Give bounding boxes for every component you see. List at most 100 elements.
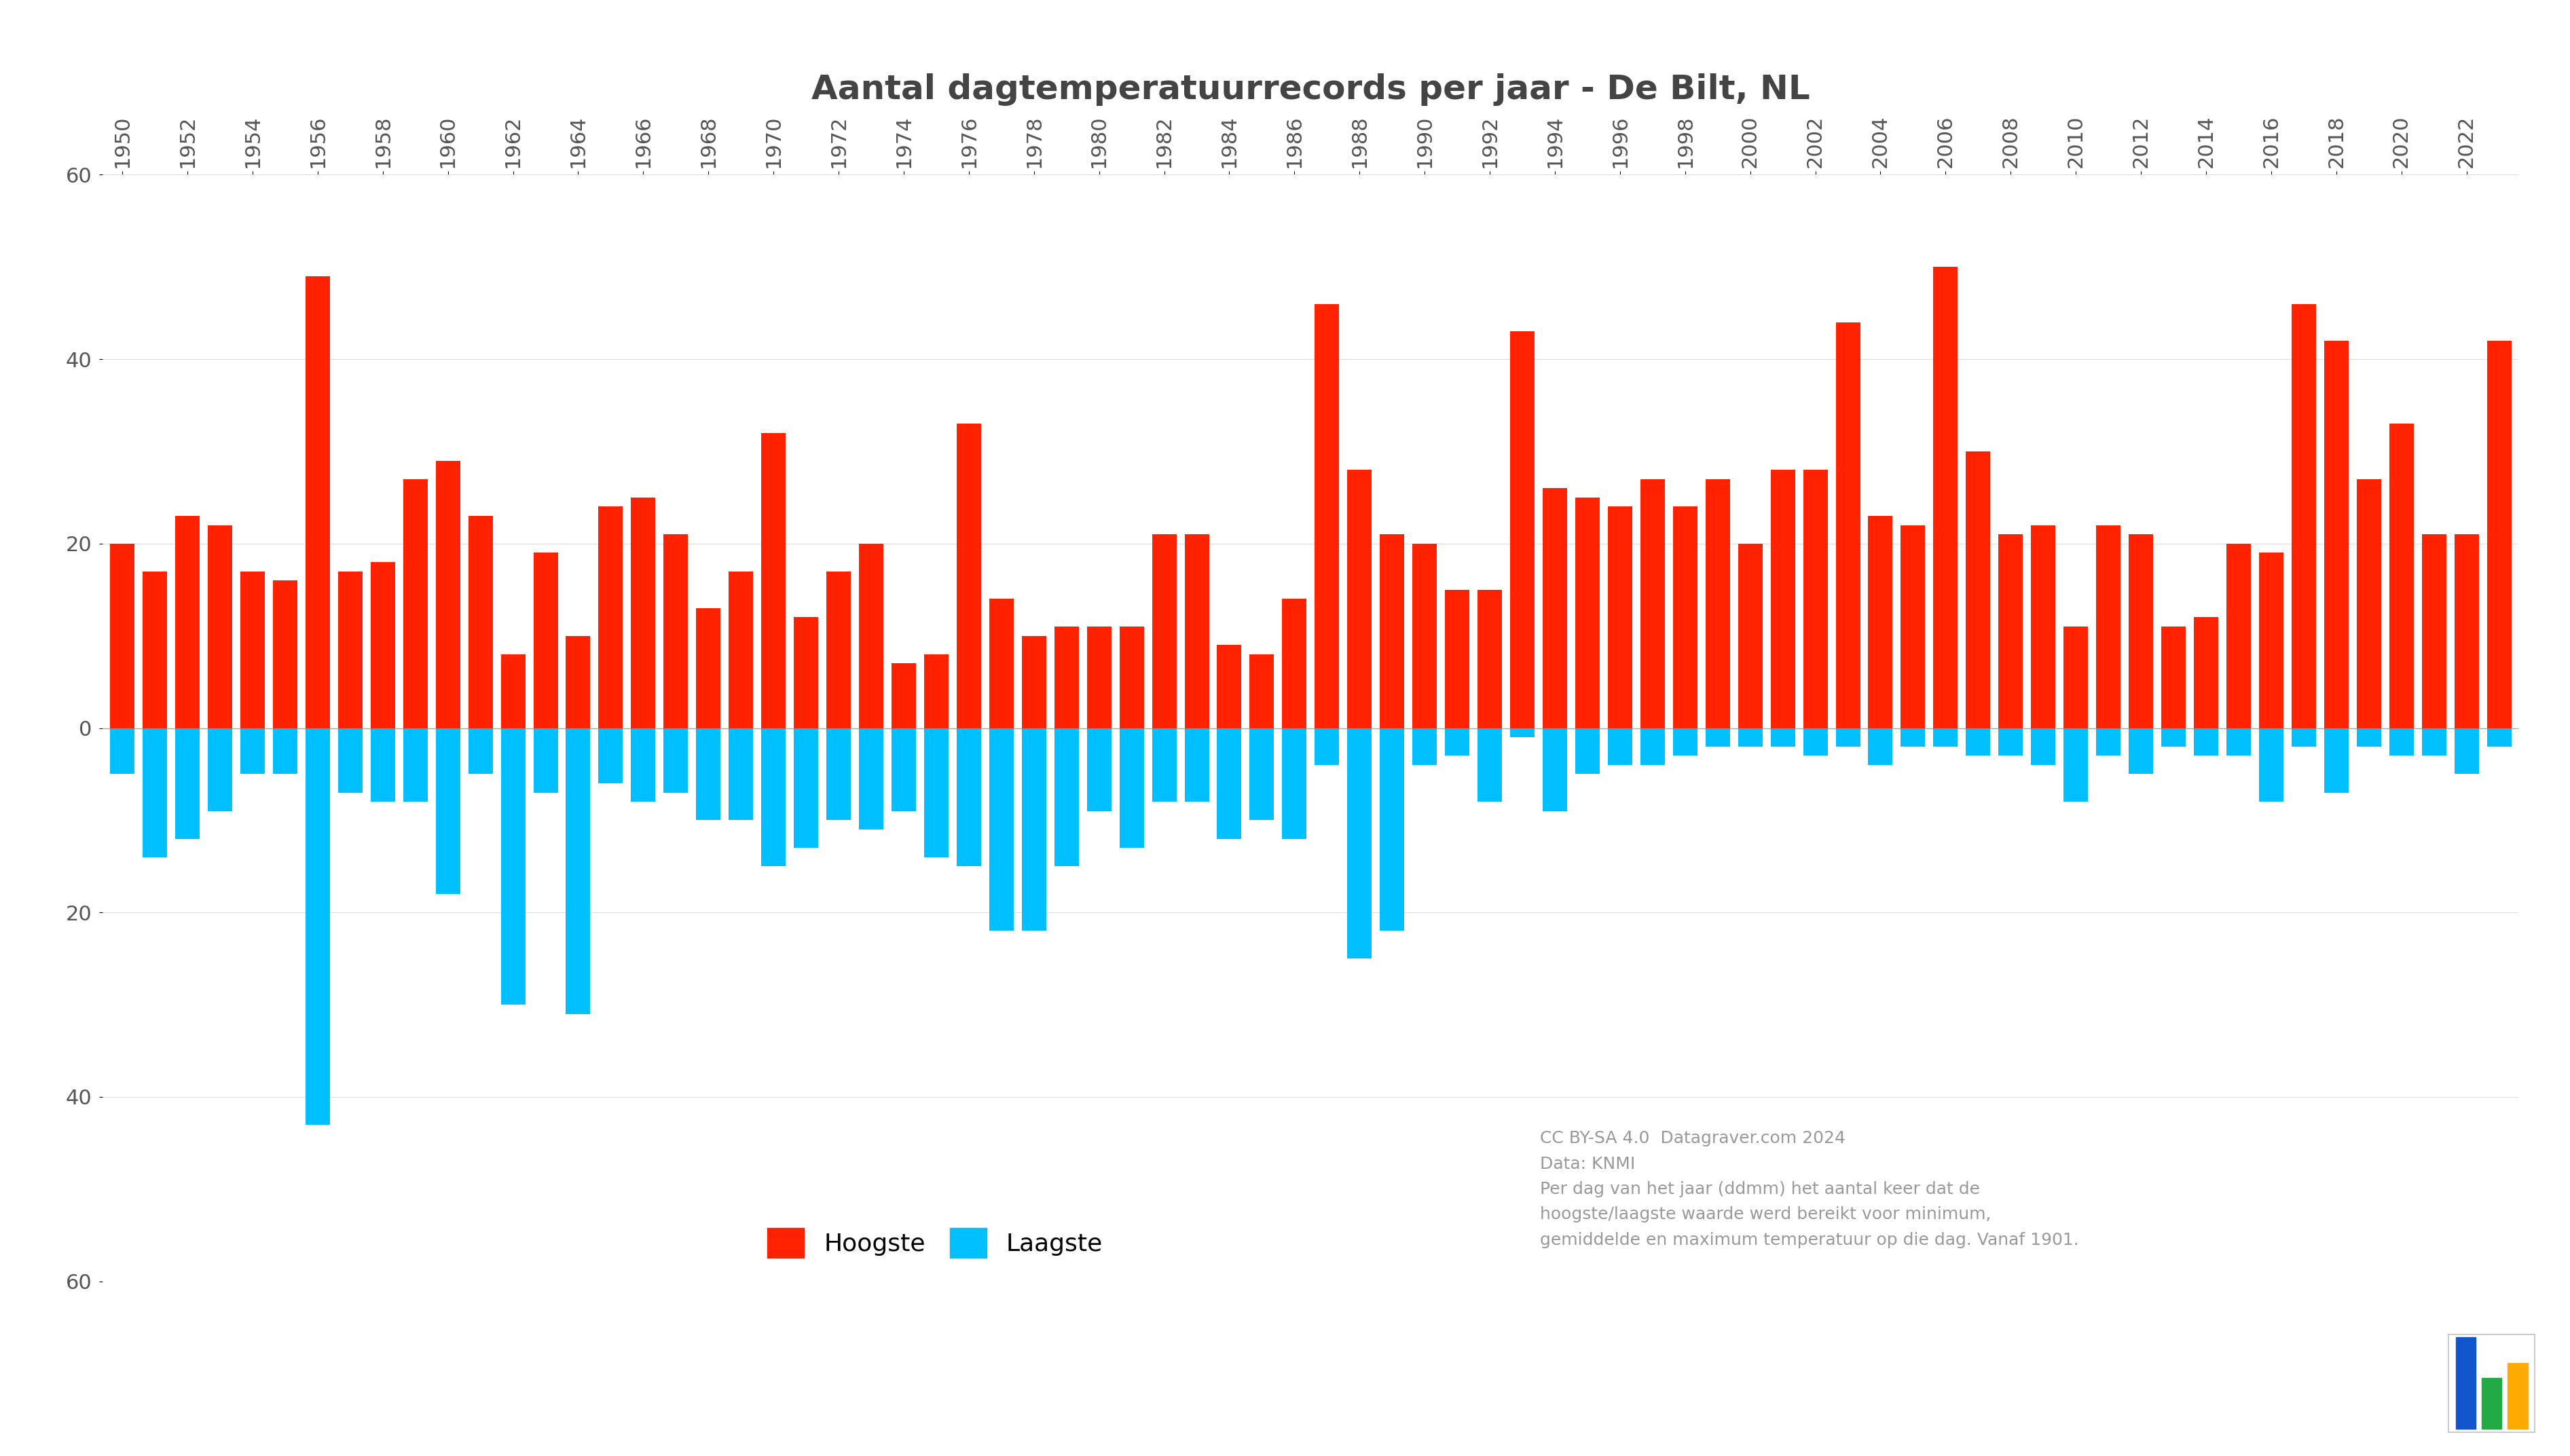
Bar [1933,266,1958,728]
Bar [2421,728,2447,756]
Bar [2421,534,2447,728]
Bar [403,728,427,802]
Bar [989,598,1013,728]
Bar [1282,728,1306,839]
Bar [1444,728,1470,756]
Bar [370,562,396,728]
Bar [175,728,200,839]
Bar [1347,728,1372,958]
Bar [1706,479,1730,728]
Bar [535,553,558,728]
Bar [403,479,427,728]
Bar [892,664,915,728]
Bar [1249,728,1275,820]
Bar [1380,728,1403,930]
Bar [2226,728,2251,756]
Bar [468,728,493,775]
Bar [761,432,786,728]
Bar [339,728,362,792]
Bar [1151,534,1177,728]
Bar [858,543,884,728]
Bar [1347,470,1372,728]
Bar [535,728,558,792]
Bar [1771,728,1794,747]
Bar [761,728,786,866]
Bar [339,571,362,728]
Bar [1966,728,1989,756]
Bar [828,571,851,728]
Bar [1868,728,1892,764]
Bar [1218,645,1241,728]
Bar [565,728,591,1013]
Bar [1868,515,1892,728]
Bar [437,460,460,728]
Bar [306,277,329,728]
Bar [1282,598,1306,728]
Bar [2259,728,2282,802]
Bar [1542,728,1568,811]
Bar [501,654,524,728]
Bar [828,728,851,820]
Bar [2454,534,2477,728]
Bar [1249,654,1275,728]
Bar [272,728,298,775]
Bar [1966,451,1989,728]
Bar [925,728,948,858]
Bar [1706,728,1730,747]
Title: Aantal dagtemperatuurrecords per jaar - De Bilt, NL: Aantal dagtemperatuurrecords per jaar - … [812,73,1809,106]
Bar [2064,626,2087,728]
Bar [144,571,167,728]
Bar [2097,728,2120,756]
Bar [2508,1363,2526,1430]
Bar [2390,424,2413,728]
Bar [956,424,982,728]
Bar [1316,304,1339,728]
Bar [144,728,167,858]
Bar [663,534,689,728]
Bar [1804,470,1827,728]
Bar [1640,728,1665,764]
Legend: Hoogste, Laagste: Hoogste, Laagste [768,1227,1103,1258]
Bar [2454,1337,2475,1430]
Bar [1087,728,1110,811]
Bar [1609,728,1632,764]
Bar [111,543,134,728]
FancyBboxPatch shape [2449,1334,2534,1433]
Bar [1414,543,1437,728]
Bar [1316,728,1339,764]
Bar [989,728,1013,930]
Bar [2030,728,2056,764]
Bar [794,617,817,728]
Bar [468,515,493,728]
Bar [208,728,231,811]
Bar [1185,534,1208,728]
Bar [892,728,915,811]
Bar [1933,728,1958,747]
Bar [565,636,591,728]
Bar [730,728,753,820]
Bar [437,728,460,894]
Bar [794,728,817,847]
Bar [2390,728,2413,756]
Bar [2161,728,2184,747]
Bar [1444,590,1470,728]
Bar [2454,728,2477,775]
Bar [1737,543,1763,728]
Bar [599,507,622,728]
Bar [2292,304,2316,728]
Bar [2323,728,2349,792]
Bar [1478,728,1501,802]
Bar [1737,728,1763,747]
Bar [1673,728,1696,756]
Bar [1054,626,1079,728]
Bar [696,728,720,820]
Bar [1218,728,1241,839]
Bar [632,498,655,728]
Bar [1478,590,1501,728]
Bar [501,728,524,1005]
Bar [1054,728,1079,866]
Bar [2357,728,2380,747]
Bar [730,571,753,728]
Bar [1999,534,2023,728]
Bar [2488,341,2511,728]
